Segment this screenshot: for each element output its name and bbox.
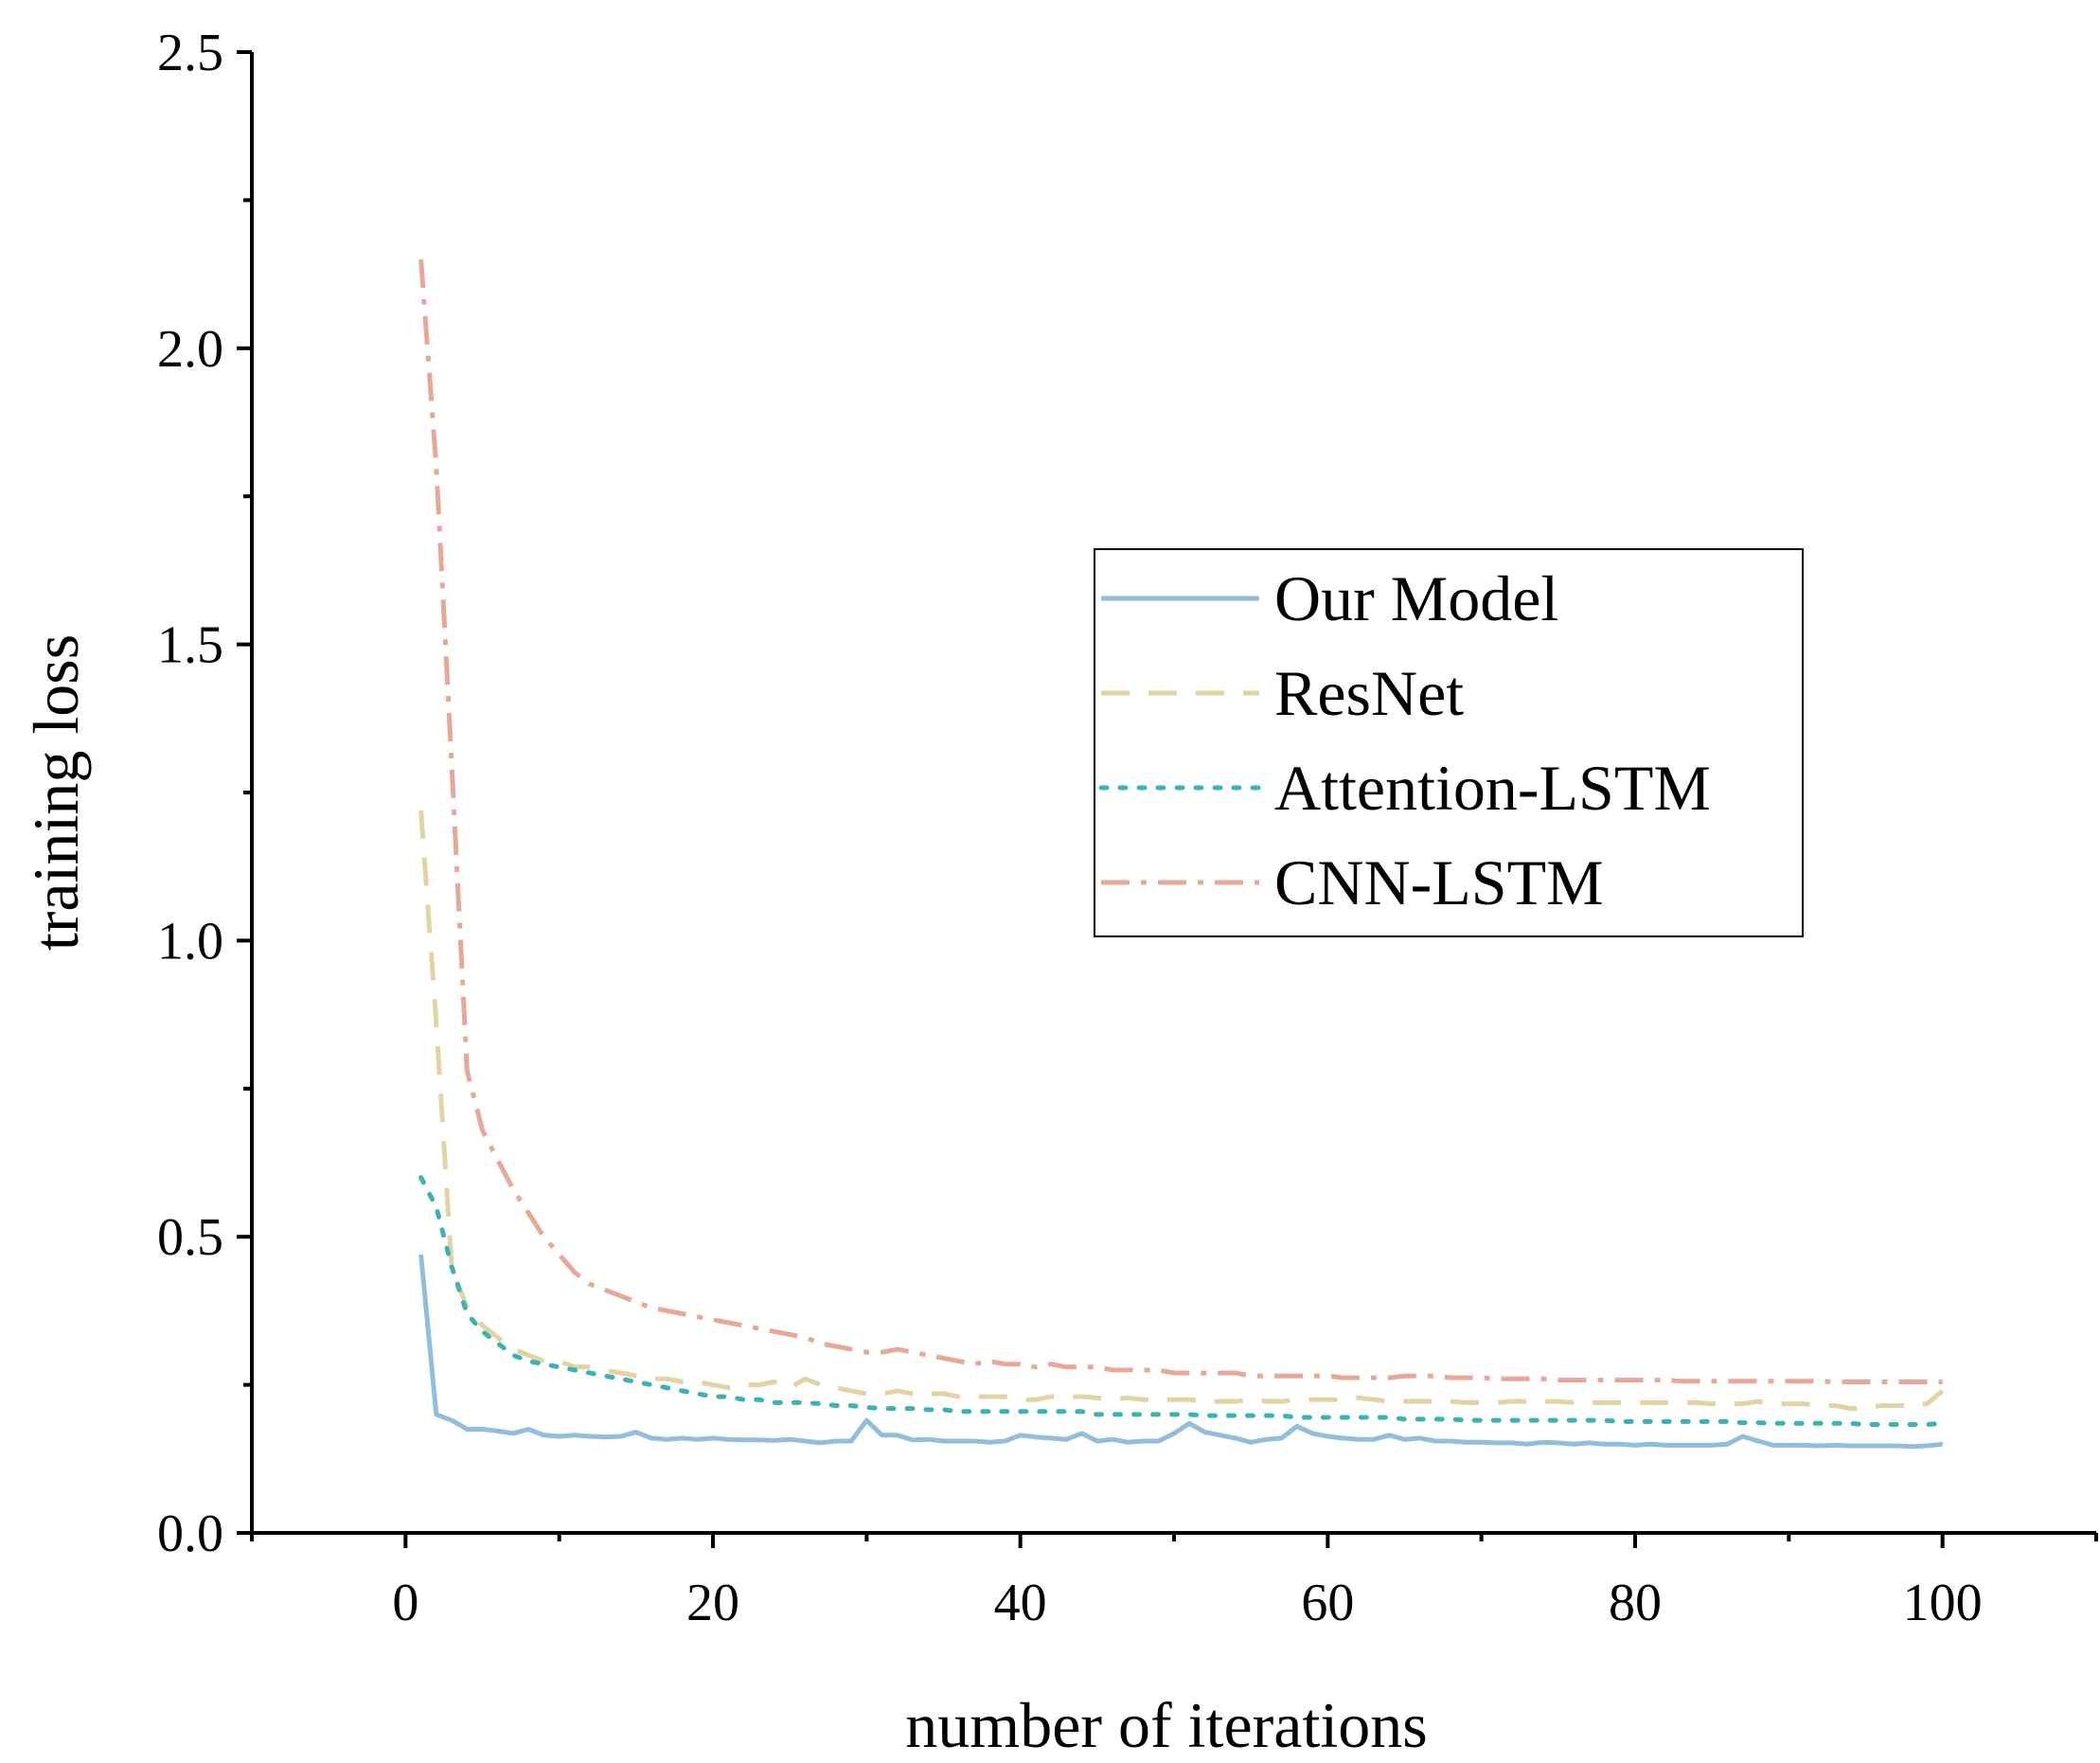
series-line-cnn-lstm: [418, 258, 1943, 1384]
tick-layer: [237, 50, 2098, 1548]
series-line-resnet: [418, 810, 1945, 1412]
legend: Our Model ResNet Attention-LSTM CNN-LSTM: [1094, 548, 1804, 937]
x-tick-label: 60: [1301, 1574, 1354, 1632]
x-tick-label: 80: [1609, 1574, 1662, 1632]
tick-label-layer: 0.0 0.5 1.0 1.5 2.0 2.5 0 20 40 60 80 100: [157, 24, 1983, 1632]
y-axis-title: training loss: [20, 634, 92, 951]
y-tick-label: 2.5: [157, 24, 223, 82]
legend-items: Our Model ResNet Attention-LSTM CNN-LSTM: [1098, 562, 1711, 918]
y-tick-label: 0.0: [157, 1505, 223, 1563]
x-axis-title: number of iterations: [905, 1689, 1427, 1761]
y-tick-label: 1.5: [157, 616, 223, 675]
legend-label-resnet: ResNet: [1274, 657, 1464, 729]
y-tick-label: 2.0: [157, 320, 223, 379]
x-tick-label: 20: [686, 1574, 739, 1632]
y-tick-label: 0.5: [157, 1208, 223, 1267]
y-tick-label: 1.0: [157, 912, 223, 971]
x-tick-label: 40: [994, 1574, 1047, 1632]
x-tick-label: 0: [392, 1574, 418, 1632]
legend-label-our-model: Our Model: [1274, 562, 1558, 634]
series-layer: [418, 258, 1946, 1450]
legend-label-attention-lstm: Attention-LSTM: [1274, 752, 1711, 824]
legend-box: [1094, 548, 1804, 937]
series-line-attention-lstm: [418, 1175, 1946, 1427]
legend-label-cnn-lstm: CNN-LSTM: [1274, 846, 1604, 918]
x-tick-label: 100: [1903, 1574, 1983, 1632]
series-line-our-model: [418, 1254, 1943, 1450]
